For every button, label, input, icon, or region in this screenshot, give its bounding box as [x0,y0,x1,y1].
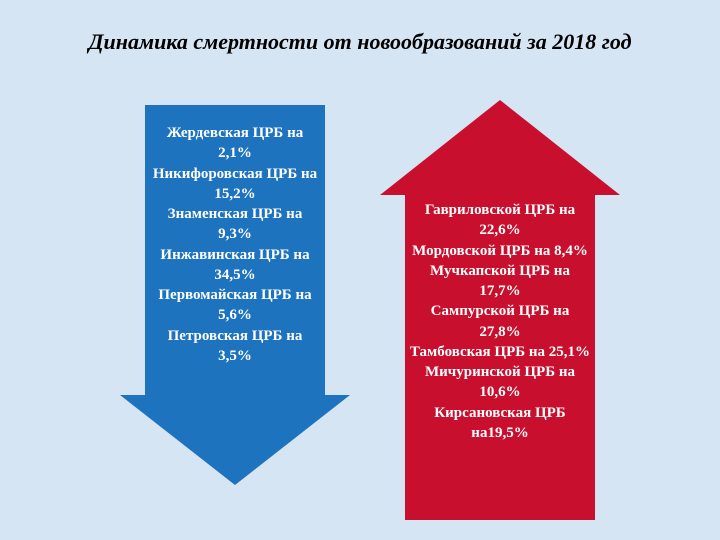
list-item: Мичуринской ЦРБ на 10,6% [409,362,591,403]
list-item: Мучкапской ЦРБ на 17,7% [409,261,591,302]
up-arrow: Гавриловской ЦРБ на 22,6% Мордовской ЦРБ… [380,100,620,520]
title-line-2: за 2018 год [527,29,631,54]
down-arrow-text: Жердевская ЦРБ на 2,1% Никифоровская ЦРБ… [145,123,325,366]
list-item: Мордовской ЦРБ на 8,4% [409,241,591,261]
list-item: Первомайская ЦРБ на 5,6% [149,285,321,326]
down-arrow-head-icon [120,395,350,485]
list-item: Инжавинская ЦРБ на 34,5% [149,245,321,286]
list-item: Кирсановская ЦРБ на19,5% [409,403,591,444]
slide: Динамика смертности от новообразований з… [0,0,720,540]
list-item: Сампурской ЦРБ на 27,8% [409,301,591,342]
list-item: Гавриловской ЦРБ на 22,6% [409,200,591,241]
slide-title: Динамика смертности от новообразований з… [0,28,720,56]
down-arrow: Жердевская ЦРБ на 2,1% Никифоровская ЦРБ… [120,105,350,485]
up-arrow-head-icon [380,100,620,195]
list-item: Знаменская ЦРБ на 9,3% [149,204,321,245]
title-line-1: Динамика смертности от новообразований [89,29,522,54]
up-arrow-text: Гавриловской ЦРБ на 22,6% Мордовской ЦРБ… [405,200,595,443]
list-item: Тамбовская ЦРБ на 25,1% [409,342,591,362]
list-item: Петровская ЦРБ на 3,5% [149,326,321,367]
list-item: Никифоровская ЦРБ на 15,2% [149,164,321,205]
list-item: Жердевская ЦРБ на 2,1% [149,123,321,164]
